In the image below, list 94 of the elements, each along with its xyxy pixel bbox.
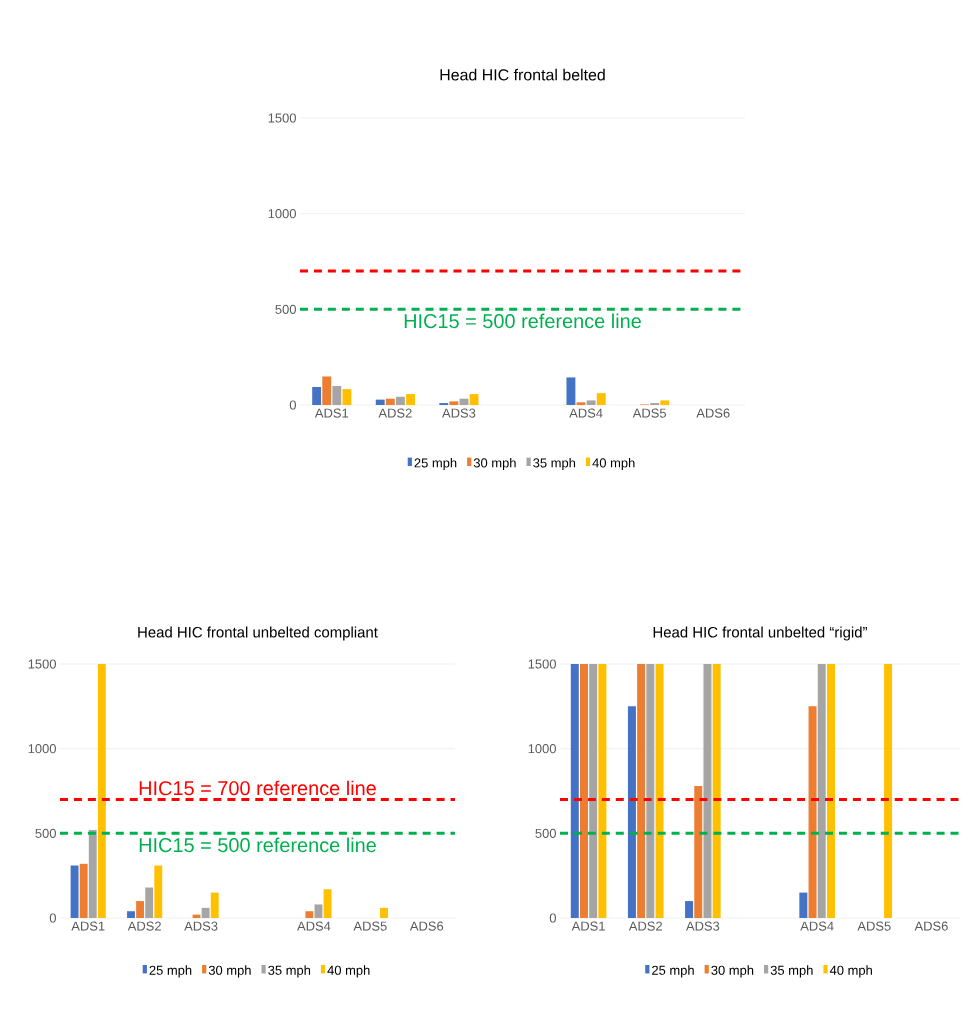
bar — [136, 901, 145, 918]
bar — [808, 706, 817, 918]
bar — [586, 400, 596, 405]
y-tick-label: 0 — [549, 913, 556, 923]
bar — [210, 892, 219, 918]
bar — [469, 394, 479, 405]
x-tick-label: ADS6 — [409, 921, 444, 931]
bar — [97, 664, 106, 918]
x-tick-label: ADS1 — [71, 921, 105, 931]
legend-label: 40 mph — [829, 965, 872, 978]
bar — [598, 664, 607, 918]
x-tick-label: ADS5 — [857, 921, 891, 931]
bar — [703, 664, 712, 918]
x-tick-label: ADS3 — [442, 408, 476, 418]
bar — [127, 911, 135, 918]
legend-label: 30 mph — [711, 965, 754, 978]
legend-label: 25 mph — [652, 965, 694, 978]
bar — [395, 396, 405, 405]
y-tick-label: 500 — [35, 828, 56, 838]
bar — [712, 664, 721, 918]
bar — [145, 887, 154, 918]
x-tick-label: ADS2 — [628, 921, 662, 931]
bar — [589, 664, 598, 918]
legend-label: 30 mph — [473, 457, 516, 471]
y-tick-label: 1000 — [268, 209, 296, 219]
bar — [70, 865, 79, 918]
bar — [576, 402, 586, 405]
x-tick-label: ADS1 — [314, 408, 349, 418]
y-tick-label: 500 — [535, 828, 556, 838]
chart-title: Head HIC frontal unbelted “rigid” — [653, 626, 867, 641]
bar — [201, 907, 210, 918]
bar — [799, 892, 808, 918]
y-tick-label: 1000 — [528, 744, 556, 754]
bar — [817, 664, 826, 918]
legend-label: 40 mph — [327, 965, 370, 978]
bar — [154, 865, 163, 918]
x-tick-label: ADS6 — [914, 921, 948, 931]
bar — [579, 664, 588, 918]
bar — [305, 911, 314, 918]
x-tick-label: ADS4 — [297, 921, 331, 931]
bar — [660, 400, 670, 405]
chart-title: Head HIC frontal belted — [440, 68, 605, 81]
x-tick-label: ADS3 — [685, 921, 720, 931]
legend-label: 40 mph — [592, 457, 635, 471]
ref-line-label: HIC15 = 700 reference line — [139, 780, 376, 796]
y-tick-label: 0 — [289, 400, 296, 410]
bar — [646, 664, 655, 918]
bar — [449, 401, 459, 405]
bar — [826, 664, 835, 918]
y-tick-label: 1000 — [28, 744, 56, 754]
bar — [342, 389, 352, 405]
bar — [79, 863, 88, 918]
bar — [694, 785, 703, 918]
x-tick-label: ADS2 — [378, 408, 412, 418]
chart-title: Head HIC frontal unbelted compliant — [138, 626, 378, 641]
bar — [375, 399, 385, 405]
legend-label: 30 mph — [208, 965, 251, 978]
bar — [380, 907, 388, 918]
y-tick-label: 500 — [275, 304, 296, 314]
bar — [406, 394, 415, 405]
x-tick-label: ADS4 — [800, 921, 834, 931]
x-tick-label: ADS6 — [696, 408, 730, 418]
y-tick-label: 1500 — [528, 659, 556, 669]
bar — [385, 398, 395, 405]
bar — [884, 664, 893, 918]
bar — [323, 889, 332, 918]
x-tick-label: ADS5 — [632, 408, 667, 418]
legend-label: 35 mph — [533, 457, 576, 471]
ref-line-label: HIC15 = 500 reference line — [404, 313, 641, 329]
bar — [596, 393, 606, 405]
y-tick-label: 1500 — [28, 659, 56, 669]
y-tick-label: 1500 — [268, 113, 296, 123]
bar — [322, 376, 332, 405]
bar — [314, 904, 323, 918]
bar — [685, 901, 694, 918]
ref-line-label: HIC15 = 500 reference line — [139, 837, 376, 853]
y-tick-label: 0 — [49, 913, 56, 923]
bar — [655, 664, 664, 918]
bar — [332, 386, 342, 405]
x-tick-label: ADS3 — [184, 921, 218, 931]
bar — [627, 706, 636, 918]
legend-label: 25 mph — [149, 965, 192, 978]
bar — [570, 664, 579, 918]
bar — [566, 377, 576, 405]
bar — [88, 829, 97, 918]
legend-label: 35 mph — [268, 965, 311, 978]
x-tick-label: ADS1 — [571, 921, 605, 931]
legend-label: 35 mph — [770, 965, 813, 978]
x-tick-label: ADS5 — [353, 921, 387, 931]
bar — [637, 664, 646, 918]
legend-label: 25 mph — [414, 457, 457, 471]
x-tick-label: ADS2 — [127, 921, 161, 931]
x-tick-label: ADS4 — [569, 408, 603, 418]
bar — [312, 387, 322, 405]
